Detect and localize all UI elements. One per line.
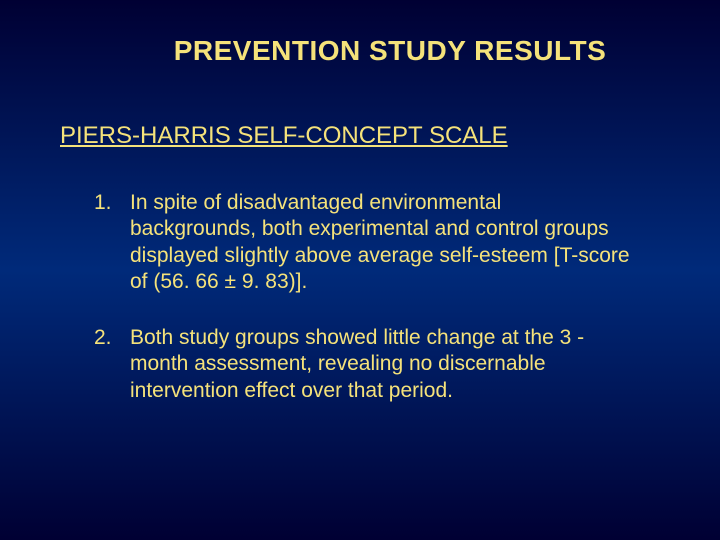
list-item: 1. In spite of disadvantaged environment… bbox=[90, 190, 660, 295]
list-item: 2. Both study groups showed little chang… bbox=[90, 325, 660, 404]
slide-title: PREVENTION STUDY RESULTS bbox=[110, 35, 670, 67]
slide: PREVENTION STUDY RESULTS PIERS-HARRIS SE… bbox=[0, 0, 720, 540]
bullet-list: 1. In spite of disadvantaged environment… bbox=[90, 190, 660, 404]
list-item-number: 2. bbox=[90, 325, 130, 404]
list-item-number: 1. bbox=[90, 190, 130, 295]
slide-subtitle: PIERS-HARRIS SELF-CONCEPT SCALE bbox=[60, 122, 670, 150]
list-item-text: Both study groups showed little change a… bbox=[130, 325, 660, 404]
list-item-text: In spite of disadvantaged environmental … bbox=[130, 190, 660, 295]
